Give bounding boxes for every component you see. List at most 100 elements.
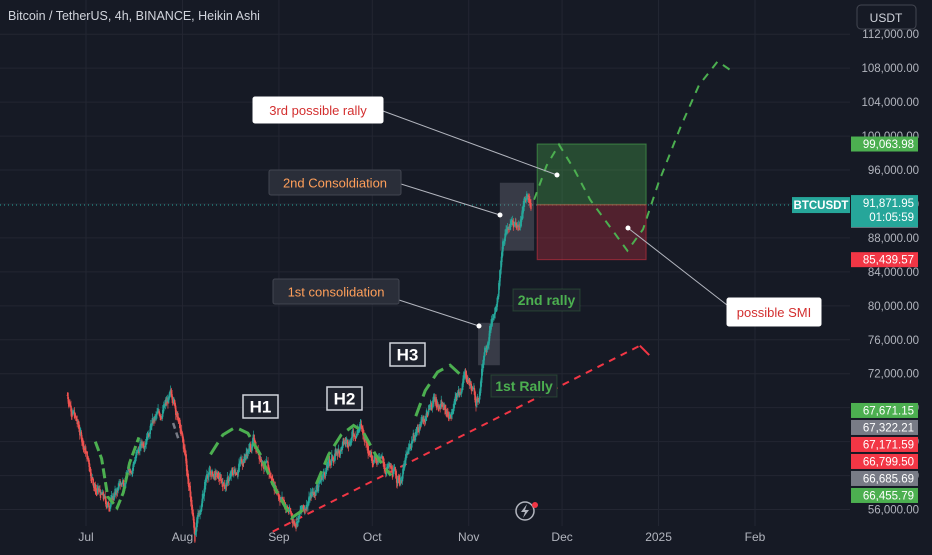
candle-body	[370, 453, 372, 458]
callout-1st-consolidation-bg	[272, 278, 400, 305]
currency-button[interactable]: USDT	[856, 4, 917, 30]
candle-body	[306, 505, 309, 508]
candle-body	[124, 482, 126, 487]
y-tick-label: 108,000.00	[861, 63, 919, 75]
head-curve-h1	[209, 425, 305, 521]
candle-body	[161, 415, 163, 418]
candle-body	[236, 474, 239, 476]
y-tick-label: 88,000.00	[868, 233, 919, 245]
candle-body	[429, 404, 432, 407]
lightning-icon[interactable]	[515, 501, 538, 521]
price-label-bg	[851, 436, 918, 452]
callout-possible-smi-leader	[627, 227, 728, 306]
trendline-end-tick	[639, 345, 650, 356]
trendline-layer	[272, 344, 650, 533]
callout-2nd-consolidation-leader	[400, 183, 501, 216]
candle-body	[108, 504, 110, 508]
y-tick-label: 56,000.00	[868, 505, 919, 517]
candle-body	[428, 408, 431, 410]
last-price-bg	[851, 195, 918, 228]
price-label[interactable]: 66,685.69	[851, 470, 918, 486]
candle-body	[154, 415, 157, 419]
candle-body	[499, 270, 501, 286]
price-label[interactable]: 99,063.98	[851, 136, 918, 152]
loss-zone	[536, 204, 647, 261]
candle-body	[187, 473, 189, 484]
price-label[interactable]: 67,322.21	[851, 419, 918, 435]
y-tick-label: 96,000.00	[868, 165, 919, 177]
symbol-badge-text: BTCUSDT	[794, 200, 849, 212]
candle-body	[439, 407, 441, 409]
last-price-block[interactable]: 91,871.95 01:05:59 BTCUSDT	[792, 195, 918, 228]
candle-body	[507, 227, 510, 230]
price-label-text: 67,671.15	[863, 405, 914, 417]
candle-body	[467, 378, 469, 382]
candle-body	[455, 395, 457, 397]
candle-body	[401, 480, 403, 482]
candle-body	[161, 417, 163, 419]
candle-body	[433, 396, 435, 401]
candle-body	[232, 473, 234, 475]
candle-body	[247, 452, 250, 454]
x-tick-label: Jul	[78, 530, 93, 544]
callout-3rd-rally-text: 3rd possible rally	[269, 103, 367, 118]
x-tick-label: Aug	[172, 530, 193, 544]
box-h1: H1	[242, 394, 279, 419]
price-axis[interactable]: 56,000.0060,000.0064,000.0068,000.0072,0…	[792, 29, 919, 517]
candle-body	[158, 410, 160, 415]
candle-body	[357, 430, 359, 432]
candle-body	[165, 402, 167, 404]
candle-body	[321, 477, 324, 479]
candle-body	[405, 453, 408, 458]
candle-body	[154, 418, 156, 420]
price-label[interactable]: 66,799.50	[851, 453, 918, 469]
candle-body	[478, 398, 480, 401]
candle-body	[268, 470, 271, 474]
candle-body	[185, 453, 187, 464]
price-label[interactable]: 66,455.79	[851, 487, 918, 503]
candle-body	[317, 488, 319, 490]
projection-layer	[93, 60, 731, 521]
candle-body	[414, 432, 417, 439]
price-label[interactable]: 85,439.57	[851, 252, 918, 268]
candle-body	[290, 512, 293, 515]
candle-body	[422, 419, 425, 421]
candle-body	[72, 412, 75, 413]
candle-body	[424, 420, 426, 422]
callout-3rd-rally-bg	[252, 96, 384, 124]
candle-body	[396, 479, 398, 485]
price-label[interactable]: 67,171.59	[851, 436, 918, 452]
candle-body	[452, 405, 455, 412]
callout-2nd-consolidation-bg	[268, 169, 402, 196]
candle-body	[382, 457, 384, 464]
candle-body	[67, 396, 70, 404]
candle-body	[85, 450, 87, 454]
candle-body	[109, 507, 111, 509]
candle-body	[105, 497, 107, 505]
label-1st-rally-text: 1st Rally	[495, 378, 553, 394]
candle-body	[465, 375, 468, 383]
callout-2nd-consolidation-text: 2nd Consoldiation	[283, 176, 387, 191]
candle-body	[270, 476, 272, 478]
candle-body	[213, 474, 216, 477]
callout-2nd-consolidation: 2nd Consoldiation	[268, 169, 503, 218]
candle-body	[210, 473, 213, 475]
candle-body	[358, 427, 360, 430]
candle-body	[372, 460, 374, 464]
candle-body	[130, 472, 133, 474]
grid-lines	[0, 0, 850, 526]
box-h3: H3	[389, 342, 426, 367]
candle-body	[377, 460, 379, 462]
candle-body	[305, 509, 307, 511]
gray-pattern-stroke	[171, 422, 181, 442]
candle-body	[456, 396, 459, 398]
y-tick-label: 76,000.00	[868, 335, 919, 347]
price-label[interactable]: 67,671.15	[851, 402, 918, 418]
candle-body	[238, 461, 241, 468]
candle-body	[103, 495, 106, 497]
candle-body	[367, 447, 369, 454]
price-label-text: 85,439.57	[863, 255, 914, 267]
candle-body	[385, 471, 387, 473]
candle-body	[305, 504, 308, 510]
